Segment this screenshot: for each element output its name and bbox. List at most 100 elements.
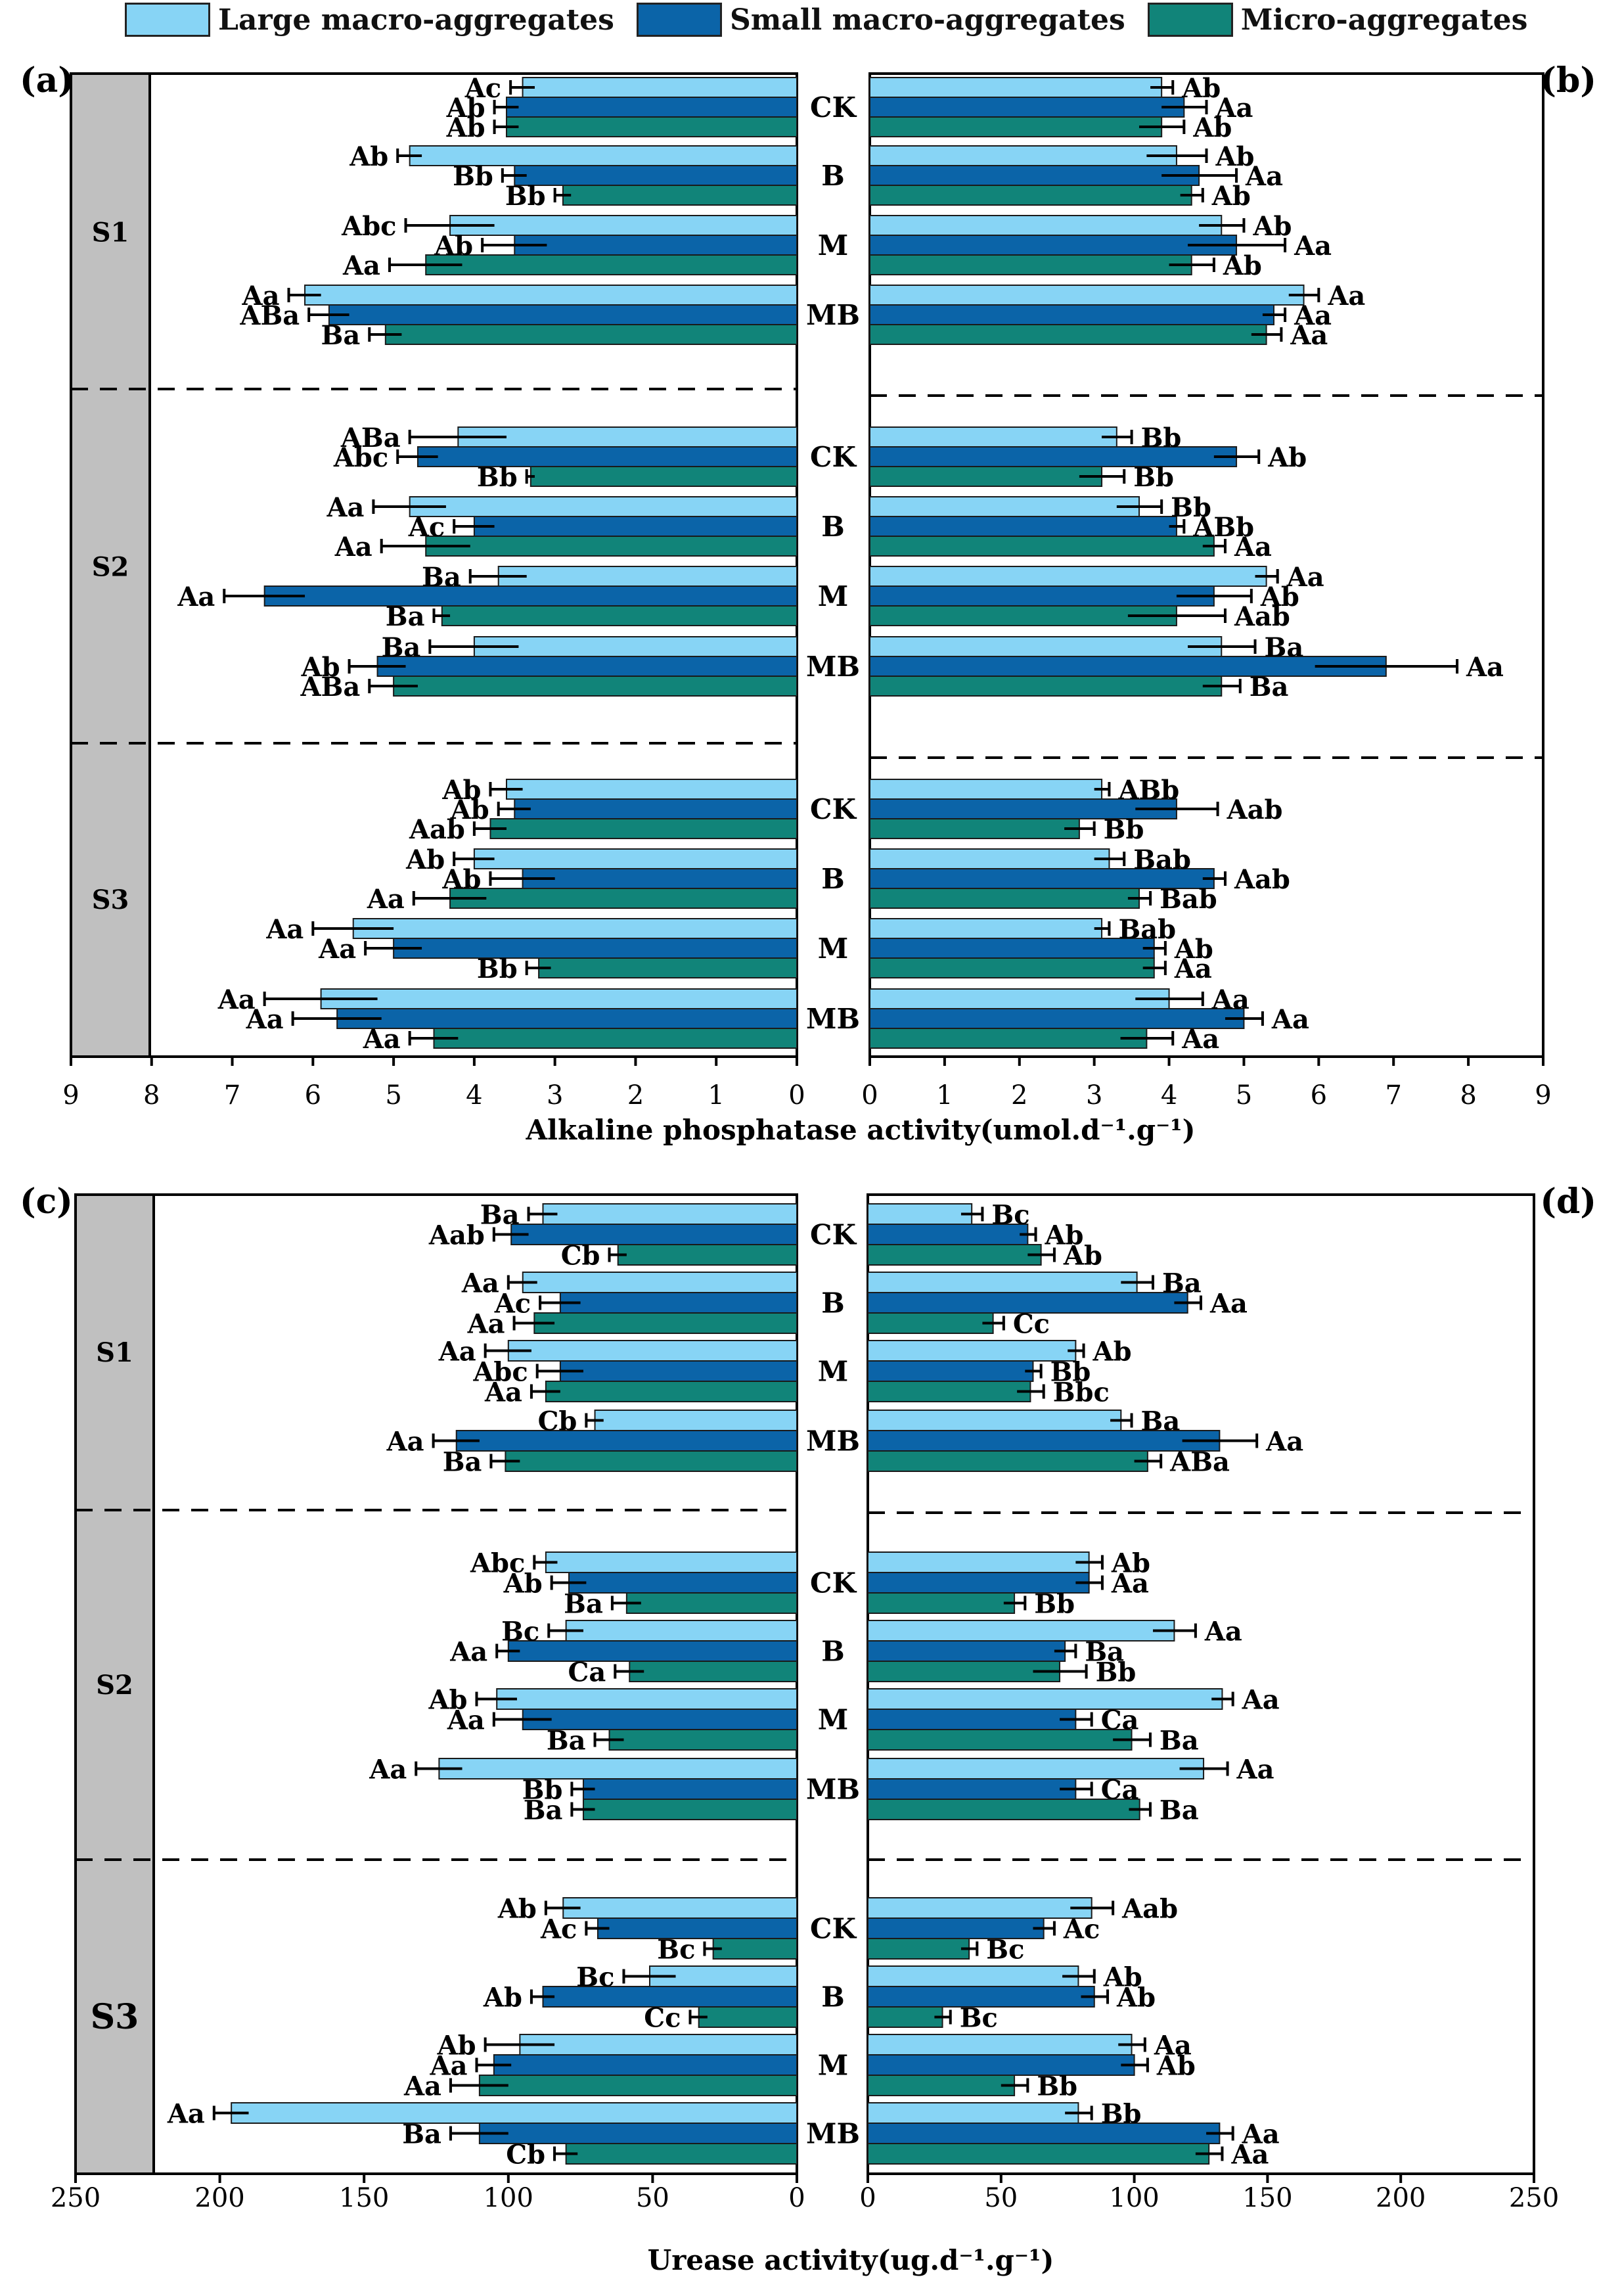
sig-label-S2-MB-2: Ba: [524, 1795, 563, 1826]
sig-label-S1-CK-2: Ab: [1192, 112, 1232, 143]
bar-d-S2-M-0: [867, 1688, 1223, 1710]
sig-label-S3-B-1: Aab: [1234, 864, 1290, 895]
sig-label-S2-B-1: Aa: [449, 1637, 487, 1668]
tick-label-1-7: 7: [1385, 1080, 1401, 1111]
site-label-S3: S3: [92, 884, 129, 915]
sig-label-S2-B-1: Ac: [408, 512, 445, 543]
bar-d-S1-M-1: [867, 1360, 1034, 1382]
panel-frame-3: [867, 1193, 1535, 2175]
bar-a-S1-B-1: [514, 165, 798, 186]
sig-label-S2-B-0: Aa: [1204, 1617, 1242, 1647]
sig-label-S2-M-1: Aa: [447, 1705, 485, 1736]
treatment-label-S3-MB: MB: [806, 2118, 860, 2150]
sig-label-S3-CK-0: Ab: [497, 1894, 537, 1925]
bar-c-S1-CK-2: [617, 1244, 798, 1266]
bar-d-S1-MB-2: [867, 1450, 1148, 1472]
bar-b-S1-MB-2: [869, 324, 1267, 345]
panel-frame-1: [868, 72, 1544, 1058]
sig-label-S3-CK-2: Bc: [657, 1935, 695, 1965]
bar-a-S2-B-0: [409, 496, 798, 517]
tick-label-1-3: 3: [1086, 1080, 1102, 1111]
bar-c-S1-B-0: [522, 1272, 798, 1293]
sig-label-S2-MB-0: Ba: [1265, 632, 1304, 663]
sig-label-S3-MB-1: Ba: [402, 2119, 441, 2150]
legend: Large macro-aggregates Small macro-aggre…: [125, 3, 1527, 37]
bar-b-S2-CK-1: [869, 446, 1238, 467]
tick-label-1-6: 6: [1311, 1080, 1327, 1111]
bar-c-S3-CK-1: [597, 1917, 798, 1939]
bar-c-S2-B-2: [629, 1661, 798, 1682]
sig-label-S2-MB-0: Aa: [369, 1755, 407, 1785]
bar-d-S3-M-1: [867, 2054, 1135, 2076]
bar-d-S2-CK-2: [867, 1592, 1016, 1614]
sig-label-S3-MB-1: Aa: [1271, 1004, 1309, 1035]
sig-label-S2-CK-2: Ba: [564, 1589, 603, 1620]
sig-label-S2-CK-2: Bb: [477, 462, 518, 493]
sig-label-S1-MB-1: Aa: [1294, 300, 1332, 331]
bar-d-S1-B-2: [867, 1312, 994, 1334]
x-axis-title-top: Alkaline phosphatase activity(umol.d⁻¹.g…: [525, 1114, 1195, 1146]
sig-label-S2-MB-2: ABa: [300, 672, 361, 702]
sig-label-S1-M-2: Aa: [342, 250, 380, 281]
bar-a-S3-CK-0: [506, 779, 798, 800]
bar-c-S2-MB-1: [582, 1778, 798, 1800]
sig-label-S3-MB-0: Bb: [1101, 2099, 1142, 2130]
bar-c-S1-M-1: [559, 1360, 798, 1382]
sig-label-S2-M-1: Aa: [177, 582, 215, 612]
sig-label-S3-CK-2: Bc: [986, 1935, 1024, 1965]
bar-b-S1-CK-1: [869, 97, 1185, 118]
bar-b-S3-MB-2: [869, 1028, 1148, 1049]
bar-c-S1-B-2: [533, 1312, 798, 1334]
tick-label-3-3: 150: [1242, 2183, 1292, 2213]
bar-b-S2-CK-2: [869, 466, 1103, 487]
legend-swatch-micro: [1147, 3, 1233, 37]
bar-a-S2-MB-0: [473, 636, 798, 657]
treatment-label-S3-M: M: [818, 2050, 849, 2082]
bar-c-S3-B-2: [698, 2006, 798, 2028]
sig-label-S2-M-1: Ca: [1101, 1705, 1139, 1736]
bar-a-S2-CK-1: [417, 446, 798, 467]
bar-b-S2-M-0: [869, 566, 1267, 587]
sig-label-S3-M-1: Aa: [430, 2051, 468, 2082]
sig-label-S1-M-0: Aa: [438, 1337, 476, 1367]
sig-label-S1-CK-1: Ab: [446, 93, 485, 124]
bar-c-S2-MB-0: [438, 1758, 798, 1779]
legend-label-micro: Micro-aggregates: [1240, 3, 1528, 37]
bars: [212, 77, 1459, 2165]
sig-label-S3-B-0: Bab: [1133, 844, 1191, 875]
sig-label-S1-CK-0: Bc: [991, 1200, 1029, 1231]
bar-b-S2-MB-1: [869, 656, 1387, 677]
sig-label-S1-M-0: Ab: [1093, 1337, 1132, 1367]
bar-d-S3-M-0: [867, 2034, 1133, 2055]
sig-label-S1-MB-2: Ba: [321, 320, 361, 351]
treatment-label-S2-CK: CK: [810, 441, 857, 473]
legend-swatch-large: [125, 3, 210, 37]
bar-a-S3-CK-1: [514, 798, 798, 819]
bar-a-S2-M-0: [497, 566, 798, 587]
bar-d-S3-M-2: [867, 2075, 1016, 2096]
bar-c-S1-MB-2: [505, 1450, 798, 1472]
sig-label-S1-CK-0: Ab: [1181, 73, 1221, 104]
sig-label-S3-MB-2: Aa: [1181, 1024, 1219, 1055]
panel-letter-a: (a): [20, 60, 74, 101]
bar-a-S2-B-2: [425, 536, 798, 557]
bar-d-S3-CK-2: [867, 1938, 970, 1960]
bar-d-S3-MB-0: [867, 2102, 1079, 2124]
site-label-S1: S1: [92, 218, 129, 248]
bar-a-S3-MB-2: [433, 1028, 798, 1049]
bar-b-S2-B-2: [869, 536, 1215, 557]
bar-b-S1-MB-0: [869, 285, 1305, 306]
sig-label-S2-M-0: Aa: [1242, 1685, 1280, 1716]
site-label-S3: S3: [91, 1997, 139, 2037]
bar-c-S1-MB-0: [594, 1410, 798, 1431]
sig-label-S1-MB-0: Ba: [1141, 1406, 1181, 1437]
sig-label-S3-CK-1: Ac: [1063, 1914, 1100, 1945]
sig-label-S3-M-2: Bb: [1037, 2071, 1077, 2102]
bar-b-S3-M-1: [869, 938, 1155, 959]
treatment-label-S3-CK: CK: [810, 1913, 857, 1945]
sig-label-S1-CK-2: Ab: [1063, 1241, 1102, 1272]
sig-label-S3-MB-0: Aa: [217, 984, 256, 1015]
bar-d-S3-CK-1: [867, 1917, 1045, 1939]
sig-label-S3-CK-0: ABb: [1117, 775, 1179, 806]
treatment-label-S1-B: B: [821, 160, 845, 192]
